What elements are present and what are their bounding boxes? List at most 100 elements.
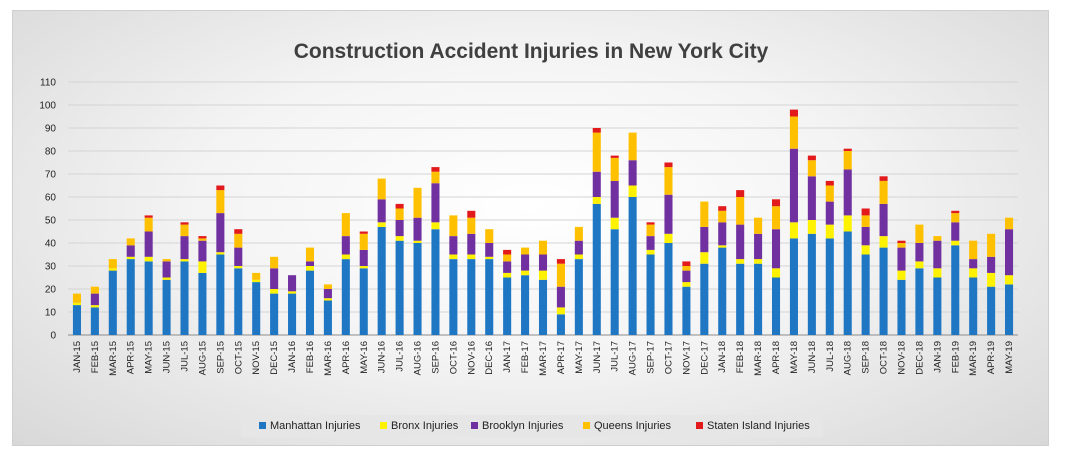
bar-segment-manhattan-injuries — [72, 305, 81, 335]
bar-segment-brooklyn-injuries — [198, 240, 207, 262]
x-tick-label: OCT-16 — [448, 341, 459, 374]
x-tick-label: APR-19 — [986, 341, 997, 374]
bar-segment-brooklyn-injuries — [969, 259, 978, 269]
bar-segment-staten-island-injuries — [180, 222, 189, 225]
bar-segment-staten-island-injuries — [234, 229, 243, 234]
bar-segment-bronx-injuries — [341, 254, 350, 260]
bar-segment-queens-injuries — [825, 185, 834, 202]
bar-segment-bronx-injuries — [216, 252, 225, 255]
bar-segment-bronx-injuries — [270, 289, 279, 294]
x-tick-label: FEB-19 — [950, 341, 961, 373]
x-axis-ticks: JAN-15 FEB-15 MAR-15 APR-15 MAY-15 JUN-15 JUL-… — [72, 341, 1015, 376]
x-tick-label: JUN-17 — [592, 341, 603, 373]
y-tick-label: 20 — [45, 285, 57, 296]
bar-segment-brooklyn-injuries — [682, 270, 691, 283]
bar-segment-queens-injuries — [72, 293, 81, 303]
bar-segment-bronx-injuries — [592, 197, 601, 204]
bar-segment-staten-island-injuries — [718, 206, 727, 211]
bar-segment-manhattan-injuries — [664, 243, 673, 335]
bar-segment-brooklyn-injuries — [718, 222, 727, 246]
bar-segment-manhattan-injuries — [843, 231, 852, 335]
bar-segment-brooklyn-injuries — [162, 261, 171, 278]
bar-segment-queens-injuries — [126, 238, 135, 246]
x-tick-label: NOV-17 — [681, 341, 692, 375]
bar-segment-queens-injuries — [521, 247, 530, 255]
y-tick-label: 90 — [45, 124, 57, 135]
bar-segment-staten-island-injuries — [807, 155, 816, 161]
bar-segment-bronx-injuries — [969, 268, 978, 278]
bar-segment-manhattan-injuries — [252, 282, 261, 335]
bar-segment-queens-injuries — [969, 240, 978, 260]
bar-segment-queens-injuries — [682, 266, 691, 271]
bar-segment-bronx-injuries — [664, 233, 673, 243]
bar-segment-staten-island-injuries — [825, 180, 834, 186]
bar-segment-queens-injuries — [162, 259, 171, 262]
bar-segment-bronx-injuries — [700, 252, 709, 264]
bar-segment-queens-injuries — [574, 226, 583, 241]
x-tick-label: SEP-16 — [430, 341, 441, 374]
bar-segment-brooklyn-injuries — [556, 286, 565, 308]
bar-segment-brooklyn-injuries — [700, 226, 709, 253]
bar-segment-queens-injuries — [377, 178, 386, 200]
x-tick-label: SEP-15 — [215, 341, 226, 374]
bar-segment-brooklyn-injuries — [736, 224, 745, 260]
bar-segment-manhattan-injuries — [807, 233, 816, 335]
bar-segment-bronx-injuries — [359, 266, 368, 269]
bar-segment-bronx-injuries — [395, 236, 404, 241]
bar-segment-bronx-injuries — [879, 236, 888, 248]
bar-segment-bronx-injuries — [628, 185, 637, 197]
bar-segment-manhattan-injuries — [395, 240, 404, 335]
legend-item: Staten Island Injuries — [696, 420, 810, 432]
bar-segment-bronx-injuries — [162, 277, 171, 280]
bar-segment-queens-injuries — [449, 215, 458, 237]
bar-segment-brooklyn-injuries — [915, 243, 924, 262]
x-tick-label: DEC-16 — [484, 341, 495, 375]
bar-segment-bronx-injuries — [987, 272, 996, 287]
bar-segment-staten-island-injuries — [431, 167, 440, 172]
bar-segment-brooklyn-injuries — [843, 169, 852, 216]
x-tick-label: FEB-18 — [735, 341, 746, 373]
bar-segment-manhattan-injuries — [180, 261, 189, 335]
bar-segment-bronx-injuries — [144, 256, 153, 262]
bar-segment-queens-injuries — [503, 254, 512, 262]
bar-segment-brooklyn-injuries — [807, 176, 816, 220]
bar-segment-bronx-injuries — [682, 282, 691, 287]
x-tick-label: OCT-17 — [663, 341, 674, 374]
bar-segment-bronx-injuries — [897, 270, 906, 280]
legend-label: Bronx Injuries — [391, 420, 459, 432]
bar-segment-manhattan-injuries — [987, 286, 996, 335]
y-tick-label: 110 — [40, 78, 56, 89]
bar-segment-brooklyn-injuries — [144, 231, 153, 257]
legend-swatch — [583, 422, 590, 429]
bar-segment-staten-island-injuries — [664, 162, 673, 168]
x-tick-label: DEC-17 — [699, 341, 710, 375]
y-tick-label: 40 — [45, 239, 57, 250]
bar-segment-bronx-injuries — [503, 272, 512, 278]
bar-segment-queens-injuries — [323, 284, 332, 289]
bar-segment-staten-island-injuries — [736, 190, 745, 197]
bar-segment-queens-injuries — [252, 272, 261, 280]
legend-label: Staten Island Injuries — [707, 420, 810, 432]
bar-segment-brooklyn-injuries — [234, 247, 243, 266]
bar-segment-brooklyn-injuries — [413, 217, 422, 241]
bar-segment-bronx-injuries — [126, 256, 135, 260]
x-tick-label: JUL-15 — [180, 341, 191, 372]
bar-segment-bronx-injuries — [521, 270, 530, 276]
bar-segment-brooklyn-injuries — [789, 148, 798, 223]
bar-segment-queens-injuries — [610, 157, 619, 181]
bar-segment-manhattan-injuries — [270, 293, 279, 335]
bar-segment-bronx-injuries — [449, 254, 458, 260]
x-tick-label: AUG-15 — [197, 341, 208, 375]
bar-segment-bronx-injuries — [234, 266, 243, 269]
bar-segment-queens-injuries — [771, 206, 781, 230]
x-tick-label: AUG-17 — [628, 341, 639, 375]
bar-segment-brooklyn-injuries — [933, 240, 942, 269]
bar-segment-bronx-injuries — [323, 298, 332, 301]
bar-segment-bronx-injuries — [754, 259, 763, 264]
bar-segment-manhattan-injuries — [216, 254, 225, 335]
bar-segment-brooklyn-injuries — [90, 293, 99, 306]
bar-segment-brooklyn-injuries — [431, 183, 440, 223]
y-tick-label: 70 — [45, 170, 57, 181]
x-tick-label: MAY-17 — [574, 341, 585, 374]
